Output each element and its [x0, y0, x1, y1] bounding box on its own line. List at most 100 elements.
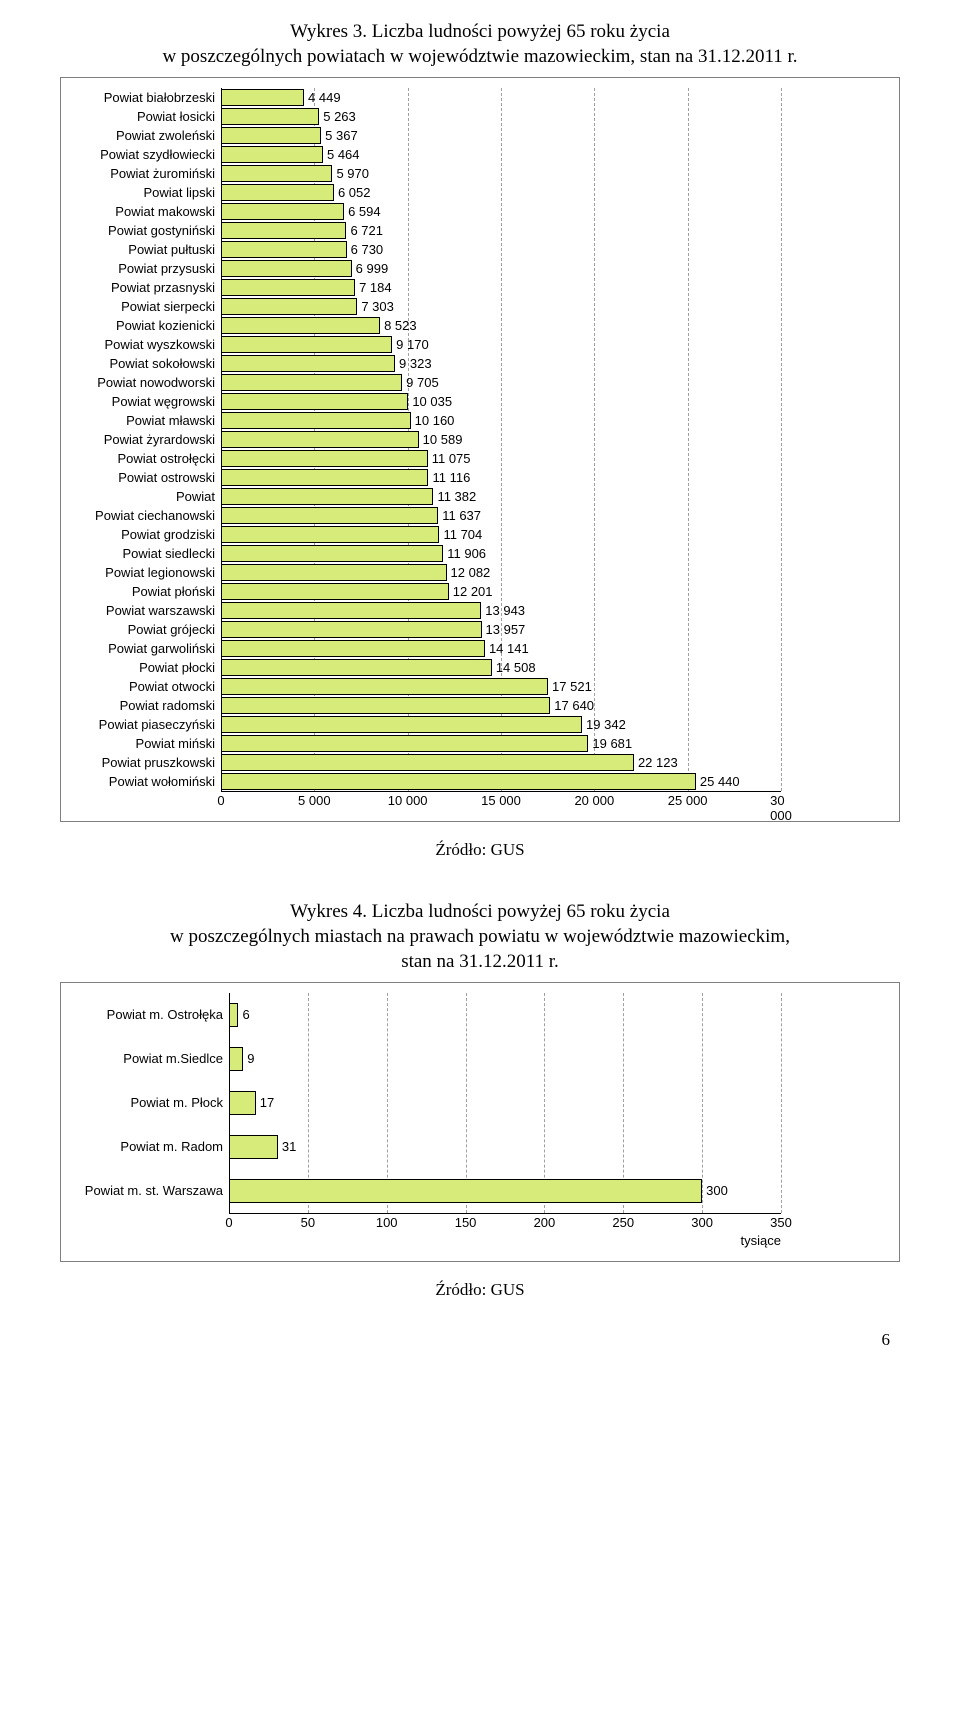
bar-label: Powiat płocki: [71, 658, 221, 677]
bar-value: 13 957: [486, 620, 526, 639]
bar: [221, 735, 588, 752]
bar: [221, 602, 481, 619]
bar-label: Powiat m.Siedlce: [71, 1037, 229, 1081]
bar-label: Powiat żyrardowski: [71, 430, 221, 449]
bar-label: Powiat miński: [71, 734, 221, 753]
bar: [221, 697, 550, 714]
bar-value: 22 123: [638, 753, 678, 772]
bar-value: 25 440: [700, 772, 740, 791]
bar: [229, 1047, 243, 1071]
bar: [221, 507, 438, 524]
bar-label: Powiat otwocki: [71, 677, 221, 696]
page-number: 6: [60, 1330, 900, 1350]
bar-value: 300: [706, 1169, 728, 1213]
x-tick: 10 000: [388, 793, 428, 808]
chart1-title-line2: w poszczególnych powiatach w województwi…: [162, 46, 797, 67]
bar: [221, 279, 355, 296]
bar-label: Powiat radomski: [71, 696, 221, 715]
bar: [221, 89, 304, 106]
bar-value: 6 594: [348, 202, 381, 221]
bar-label: Powiat m. Płock: [71, 1081, 229, 1125]
chart1-title-line1: Wykres 3. Liczba ludności powyżej 65 rok…: [290, 21, 670, 42]
grid-line: [688, 88, 689, 791]
bar-label: Powiat m. st. Warszawa: [71, 1169, 229, 1213]
bar: [221, 336, 392, 353]
bar-value: 10 589: [423, 430, 463, 449]
chart1-title: Wykres 3. Liczba ludności powyżej 65 rok…: [60, 20, 900, 69]
bar-label: Powiat makowski: [71, 202, 221, 221]
bar: [221, 222, 346, 239]
bar-label: Powiat węgrowski: [71, 392, 221, 411]
x-tick: 0: [225, 1215, 232, 1230]
grid-line: [781, 993, 782, 1213]
bar-value: 17 521: [552, 677, 592, 696]
bar: [221, 298, 357, 315]
bar-label: Powiat pułtuski: [71, 240, 221, 259]
grid-line: [781, 88, 782, 791]
bar: [221, 526, 439, 543]
bar: [221, 488, 433, 505]
chart1-box: Powiat białobrzeskiPowiat łosickiPowiat …: [60, 77, 900, 822]
bar: [221, 621, 482, 638]
bar-value: 6 730: [351, 240, 384, 259]
bar: [221, 754, 634, 771]
x-tick: 20 000: [574, 793, 614, 808]
bar-value: 10 160: [415, 411, 455, 430]
bar: [221, 640, 485, 657]
bar-value: 14 141: [489, 639, 529, 658]
bar-value: 5 970: [336, 164, 369, 183]
bar: [221, 564, 447, 581]
bar-value: 9 323: [399, 354, 432, 373]
bar-value: 5 464: [327, 145, 360, 164]
bar-label: Powiat żuromiński: [71, 164, 221, 183]
bar: [221, 317, 380, 334]
bar-label: Powiat wołomiński: [71, 772, 221, 791]
bar-label: Powiat siedlecki: [71, 544, 221, 563]
x-tick: 50: [301, 1215, 315, 1230]
x-tick: 150: [455, 1215, 477, 1230]
chart2-container: Powiat m. OstrołękaPowiat m.SiedlcePowia…: [71, 993, 881, 1251]
bar: [229, 1179, 702, 1203]
bar-label: Powiat gostyniński: [71, 221, 221, 240]
bar-label: Powiat nowodworski: [71, 373, 221, 392]
bar-value: 6: [242, 993, 249, 1037]
x-tick: 5 000: [298, 793, 331, 808]
bar-label: Powiat przysuski: [71, 259, 221, 278]
bar: [221, 393, 408, 410]
bar: [229, 1135, 278, 1159]
chart2-box: Powiat m. OstrołękaPowiat m.SiedlcePowia…: [60, 982, 900, 1262]
x-tick: 100: [376, 1215, 398, 1230]
bar: [221, 412, 411, 429]
bar: [221, 355, 395, 372]
x-tick: 300: [691, 1215, 713, 1230]
bar: [221, 583, 449, 600]
bar-value: 14 508: [496, 658, 536, 677]
bar-label: Powiat ciechanowski: [71, 506, 221, 525]
bar: [221, 469, 428, 486]
unit-label: tysiące: [741, 1233, 781, 1248]
bar: [221, 659, 492, 676]
chart2-title-line3: stan na 31.12.2011 r.: [401, 951, 559, 972]
bar: [221, 260, 352, 277]
bar: [221, 450, 428, 467]
bar-label: Powiat: [71, 487, 221, 506]
bar-value: 12 082: [451, 563, 491, 582]
x-tick: 25 000: [668, 793, 708, 808]
bar-value: 11 906: [447, 544, 486, 563]
x-tick: 0: [217, 793, 224, 808]
bar-value: 6 052: [338, 183, 371, 202]
bar-label: Powiat przasnyski: [71, 278, 221, 297]
bar-value: 9 705: [406, 373, 439, 392]
bar-value: 6 721: [350, 221, 383, 240]
chart2-source: Źródło: GUS: [60, 1280, 900, 1300]
bar-value: 5 367: [325, 126, 358, 145]
bar-value: 11 382: [437, 487, 476, 506]
bar-value: 5 263: [323, 107, 356, 126]
bar-label: Powiat legionowski: [71, 563, 221, 582]
x-tick: 350: [770, 1215, 792, 1230]
bar-label: Powiat białobrzeski: [71, 88, 221, 107]
bar-label: Powiat ostrowski: [71, 468, 221, 487]
bar: [221, 716, 582, 733]
bar-label: Powiat m. Ostrołęka: [71, 993, 229, 1037]
bar: [221, 165, 332, 182]
